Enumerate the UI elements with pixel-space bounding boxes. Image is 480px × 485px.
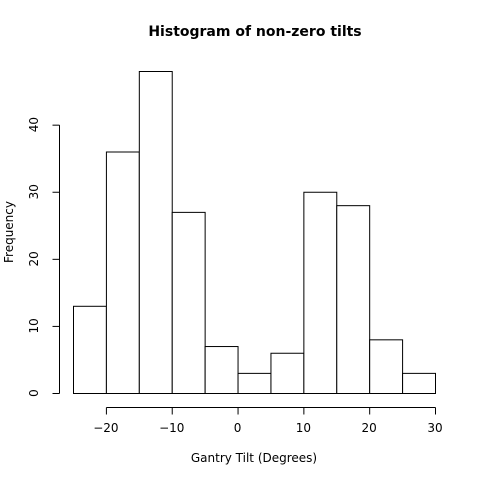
y-tick-label: 0 [27, 389, 41, 397]
x-axis-label: Gantry Tilt (Degrees) [191, 451, 317, 465]
x-tick-label: 30 [427, 421, 442, 435]
histogram-bar [204, 346, 239, 394]
histogram-bar [237, 372, 272, 394]
histogram-bar [369, 339, 404, 395]
x-tick-label: −10 [159, 421, 184, 435]
histogram-bar [336, 205, 371, 394]
histogram-bar [171, 211, 206, 394]
histogram-bar [73, 305, 107, 394]
y-tick-label: 40 [27, 117, 41, 132]
histogram-bar [402, 372, 437, 394]
x-tick-label: 20 [362, 421, 377, 435]
y-axis-label: Frequency [2, 201, 16, 263]
chart-title: Histogram of non-zero tilts [148, 24, 361, 40]
y-tick-label: 20 [27, 251, 41, 266]
y-axis: 0 10 20 30 40 [27, 117, 60, 397]
x-tick-label: −20 [93, 421, 118, 435]
histogram-bar [303, 191, 338, 394]
histogram-bar [105, 151, 140, 394]
x-tick-label: 0 [234, 421, 242, 435]
x-axis: −20 −10 0 10 20 30 [93, 407, 443, 435]
y-tick-label: 30 [27, 184, 41, 199]
y-tick-label: 10 [27, 318, 41, 333]
histogram-bar [270, 352, 305, 394]
x-tick-label: 10 [296, 421, 311, 435]
bars-group [73, 71, 437, 395]
histogram-bar [138, 71, 173, 394]
